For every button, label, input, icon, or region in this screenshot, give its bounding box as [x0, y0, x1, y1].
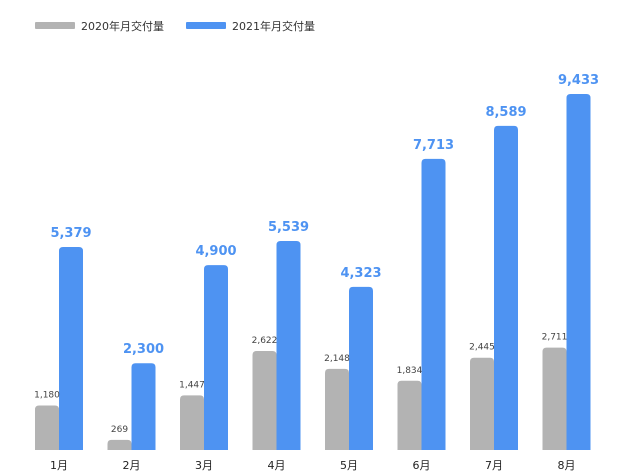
x-tick-label: 1月	[50, 459, 68, 472]
data-label-2021: 2,300	[123, 342, 164, 357]
data-label-2021: 5,379	[50, 226, 91, 241]
bar-2020	[542, 347, 567, 450]
data-label-2020: 1,447	[179, 380, 205, 390]
label-group: 1,180 5,379 1月 269 2,300 2月 1,447 4,900 3月 2,622 5…	[34, 73, 599, 472]
bar-2021	[494, 125, 518, 451]
legend-swatch-2021	[186, 22, 226, 29]
data-label-2021: 4,900	[195, 244, 236, 259]
bar-2020	[470, 357, 494, 450]
legend: 2020年月交付量 2021年月交付量	[35, 19, 315, 33]
x-tick-label: 8月	[558, 459, 576, 472]
data-label-2020: 2,622	[252, 336, 278, 346]
bar-2021	[131, 363, 156, 450]
bar-group	[35, 94, 591, 451]
bar-2020	[180, 395, 204, 450]
bar-2020	[252, 351, 277, 450]
data-label-2020: 2,445	[469, 343, 495, 353]
legend-label-2020: 2020年月交付量	[81, 19, 164, 33]
data-label-2020: 2,711	[542, 333, 568, 343]
legend-label-2021: 2021年月交付量	[232, 19, 315, 33]
x-tick-label: 2月	[123, 459, 141, 472]
bar-2021	[566, 94, 591, 450]
x-tick-label: 7月	[485, 459, 503, 472]
data-label-2020: 1,834	[397, 366, 423, 376]
x-tick-label: 6月	[413, 459, 431, 472]
bar-2020	[325, 368, 349, 450]
x-tick-label: 5月	[340, 459, 358, 472]
bar-2020	[35, 405, 59, 450]
data-label-2020: 269	[111, 425, 128, 435]
data-label-2020: 2,148	[324, 354, 350, 364]
data-label-2021: 9,433	[558, 73, 599, 88]
data-label-2021: 4,323	[340, 266, 381, 281]
x-tick-label: 3月	[195, 459, 213, 472]
bar-2021	[421, 158, 446, 450]
bar-2020	[107, 439, 132, 450]
bar-2020	[397, 380, 422, 450]
bar-2021	[349, 286, 373, 450]
data-label-2021: 5,539	[268, 220, 309, 235]
data-label-2021: 8,589	[485, 105, 526, 120]
bar-2021	[276, 240, 301, 450]
data-label-2021: 7,713	[413, 138, 454, 153]
x-tick-label: 4月	[268, 459, 286, 472]
bar-2021	[204, 265, 228, 450]
bar-2021	[59, 246, 83, 450]
legend-swatch-2020	[35, 22, 75, 29]
data-label-2020: 1,180	[34, 390, 60, 400]
